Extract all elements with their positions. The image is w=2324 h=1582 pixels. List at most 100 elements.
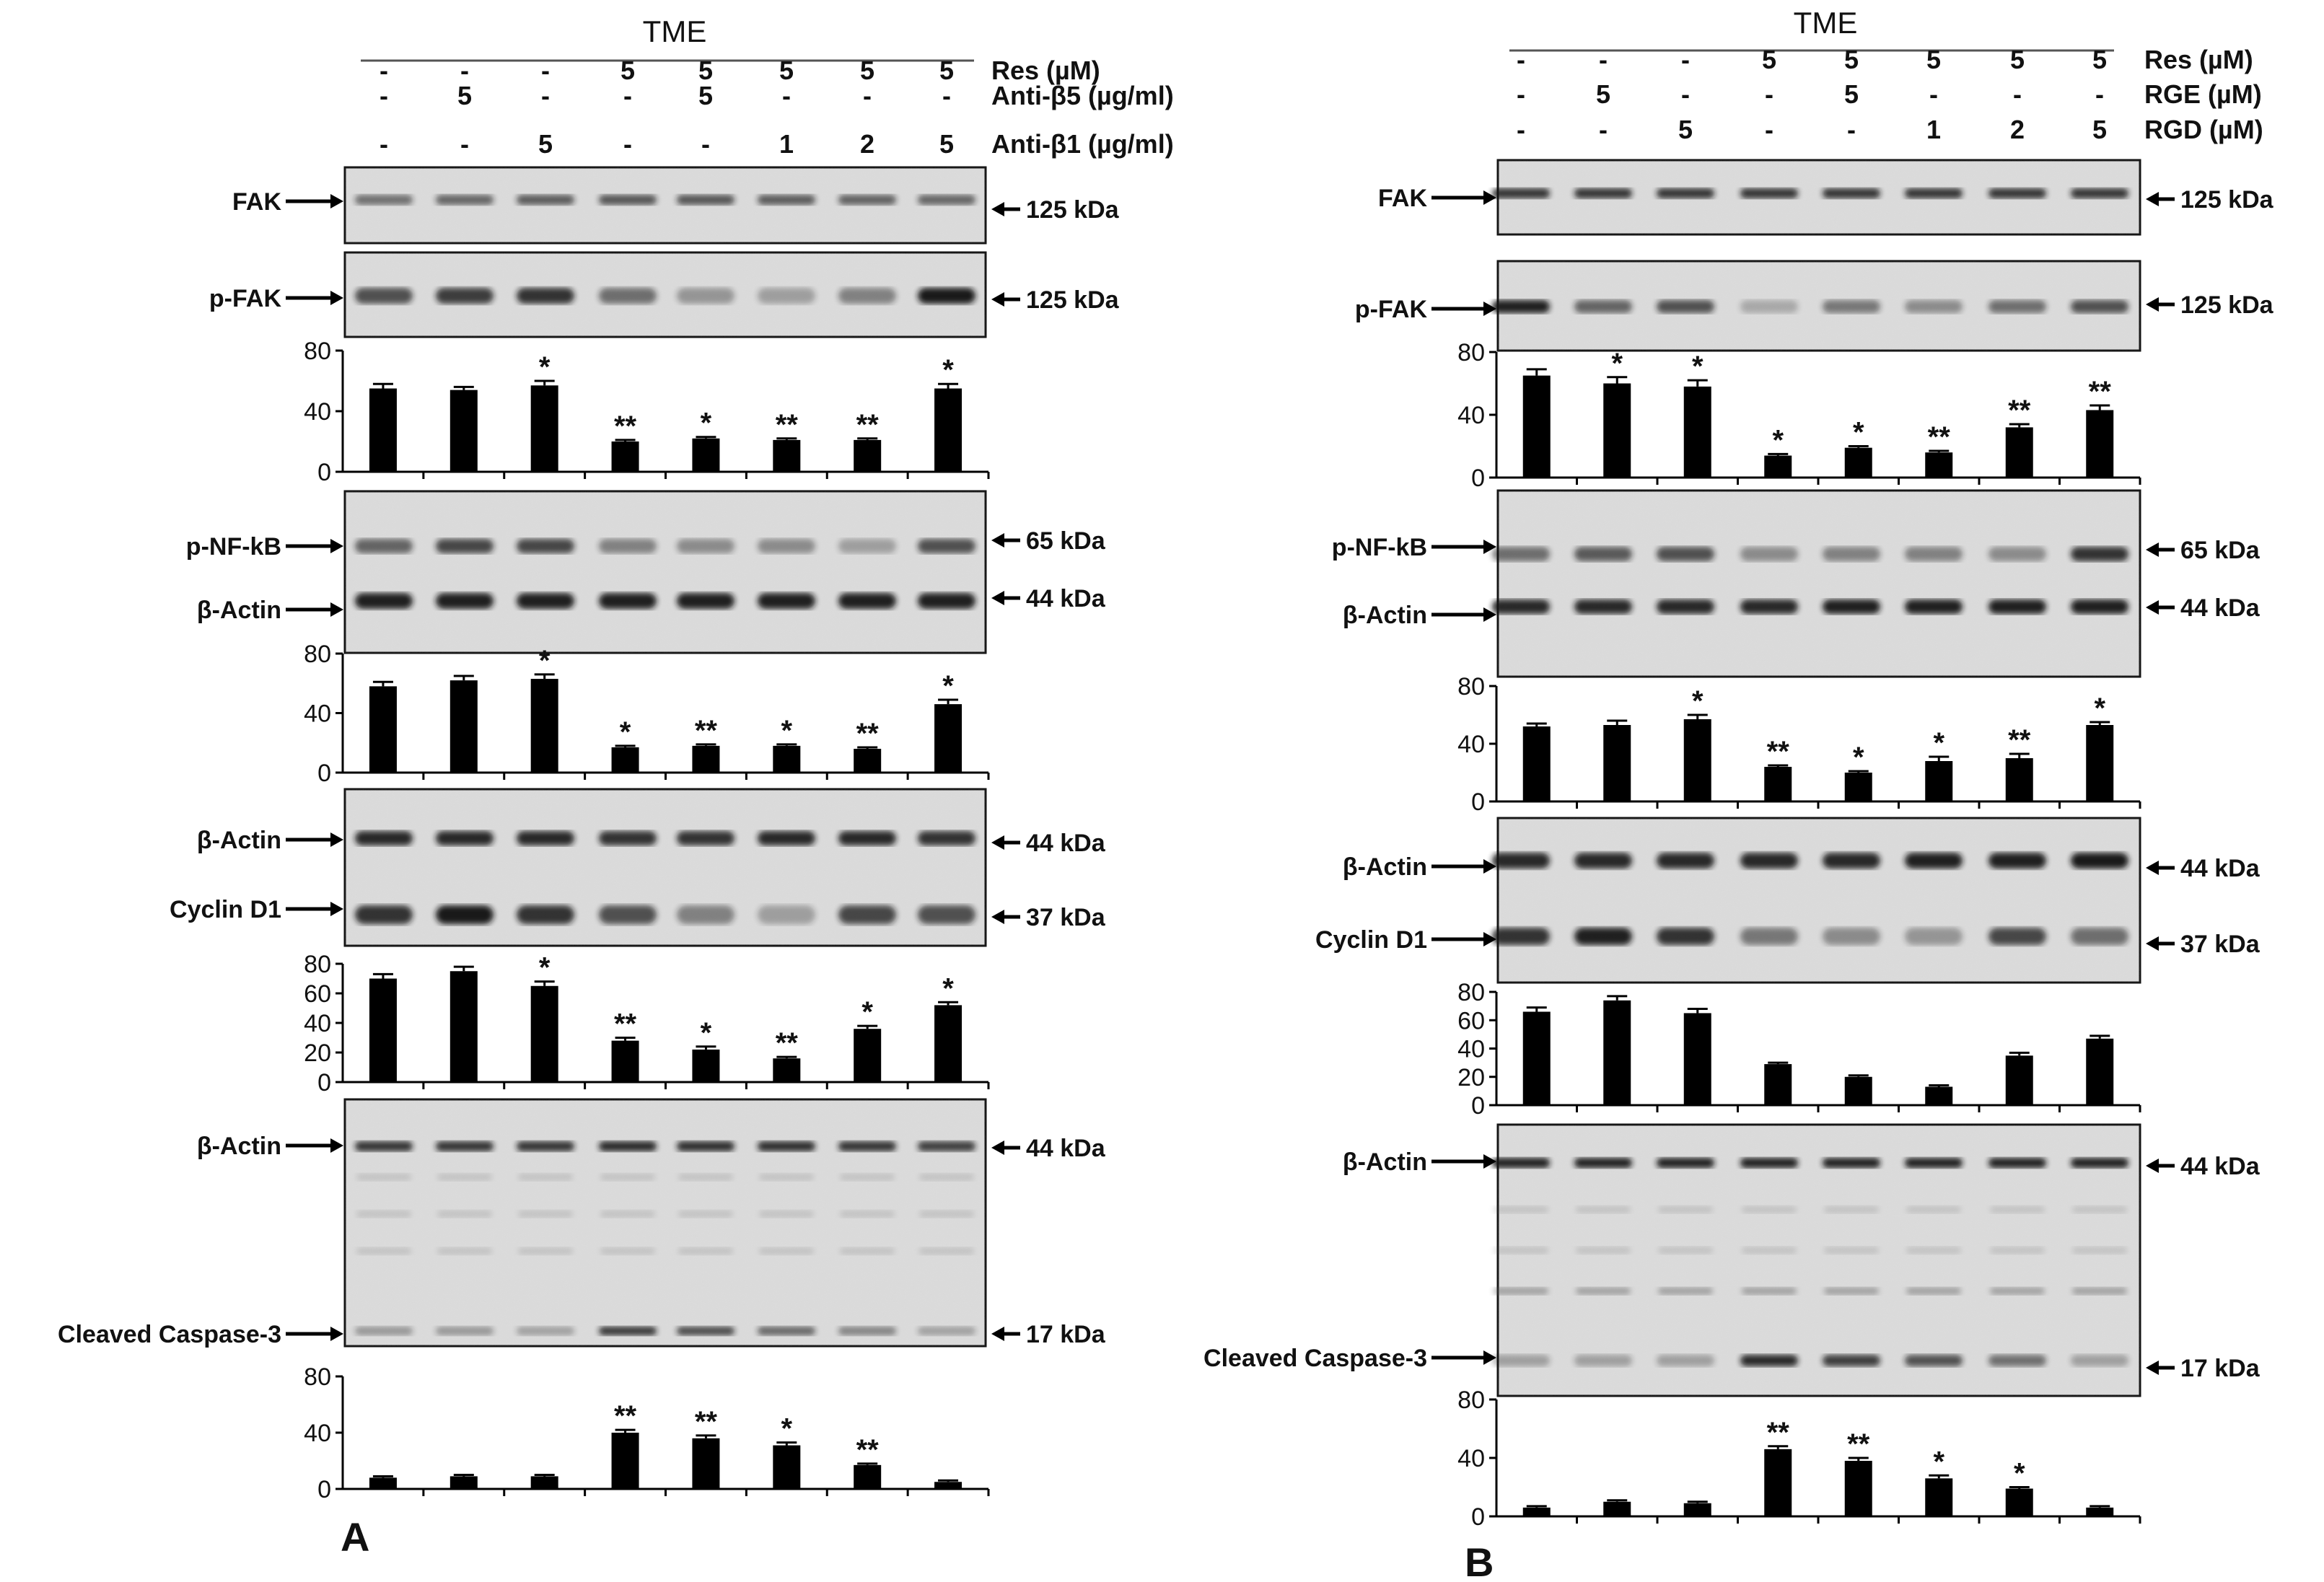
significance-star: **: [1928, 421, 1951, 453]
blot-band: [2071, 599, 2128, 614]
blot-band: [1574, 928, 1632, 945]
blot-band: [517, 905, 574, 924]
blot-minor-band: [518, 1210, 573, 1218]
condition-label: RGD (µM): [2144, 115, 2263, 144]
bar: [611, 1433, 639, 1489]
y-tick-label: 0: [317, 459, 331, 486]
bar: [530, 1476, 558, 1489]
significance-star: **: [2008, 724, 2031, 756]
blot-band: [1740, 1158, 1798, 1168]
blot-band: [599, 539, 657, 553]
blot-band: [758, 831, 815, 845]
condition-value: -: [380, 56, 388, 85]
blot-minor-band: [600, 1247, 655, 1255]
blot-band: [517, 1141, 574, 1151]
blot-label: β-Actin: [197, 597, 281, 624]
blot-label: FAK: [1378, 185, 1427, 212]
blot-minor-band: [600, 1210, 655, 1218]
kda-label: 125 kDa: [2180, 291, 2274, 319]
blot-minor-band: [437, 1173, 492, 1181]
blot-band: [355, 905, 413, 924]
panel-letter: A: [341, 1514, 369, 1560]
condition-value: -: [1517, 115, 1525, 144]
arrow-head-icon: [330, 832, 343, 847]
blot-minor-band: [1824, 1247, 1879, 1254]
significance-star: *: [2094, 693, 2105, 724]
blot-label: Cyclin D1: [1315, 926, 1427, 954]
blot-band: [436, 539, 494, 553]
blot-band: [355, 1141, 413, 1151]
kda-label: 44 kDa: [1026, 830, 1106, 857]
condition-value: 2: [860, 129, 874, 159]
blot-band: [838, 831, 896, 845]
blot-minor-band: [1494, 1247, 1548, 1254]
bar: [1844, 447, 1872, 478]
blot-band: [1905, 188, 1963, 198]
blot-minor-band: [759, 1247, 814, 1255]
y-tick-label: 0: [317, 1069, 331, 1097]
blot-minor-band: [1990, 1247, 2045, 1254]
blot-band: [355, 831, 413, 845]
blot-band: [1823, 928, 1880, 945]
blot-minor-band: [437, 1247, 492, 1255]
condition-value: -: [942, 81, 951, 110]
bar: [611, 441, 639, 472]
blot-band: [599, 831, 657, 845]
blot-label: p-NF-kB: [186, 533, 281, 561]
condition-value: -: [623, 81, 632, 110]
condition-value: 2: [2010, 115, 2025, 144]
blot-band: [918, 288, 975, 304]
blot-pfak: p-FAK 125 kDa: [1355, 260, 2274, 352]
condition-value: 5: [779, 56, 794, 85]
y-tick-label: 80: [304, 641, 331, 668]
blot-texture: [1498, 1125, 2140, 1396]
blot-band: [758, 905, 815, 924]
bar: [1925, 452, 1953, 478]
panel-header-tme: TME: [643, 14, 707, 48]
blot-band: [1988, 1355, 2046, 1366]
kda-label: 44 kDa: [2180, 855, 2261, 882]
significance-star: **: [856, 409, 880, 441]
blot-label: β-Actin: [1343, 853, 1427, 881]
arrow-head-icon: [991, 1327, 1004, 1341]
bar: [1764, 1064, 1792, 1105]
blot-label: β-Actin: [197, 827, 281, 854]
bar: [1764, 455, 1792, 478]
significance-star: **: [856, 718, 880, 750]
blot-label: p-FAK: [209, 285, 282, 312]
blot-band: [1492, 1158, 1550, 1168]
bar: [1764, 1449, 1792, 1516]
bar: [2005, 758, 2033, 801]
panel-header-tme: TME: [1794, 6, 1858, 40]
arrow-head-icon: [330, 602, 343, 617]
blot-band: [1905, 928, 1963, 945]
y-tick-label: 80: [1457, 339, 1485, 366]
blot-minor-band: [1906, 1205, 1961, 1213]
blot-band: [2071, 188, 2128, 198]
blot-caspase: β-Actin 44 kDa Cleaved Caspase-3 17 kDa: [58, 1098, 1106, 1348]
blot-minor-band: [1576, 1287, 1631, 1295]
blot-band: [838, 1327, 896, 1335]
blot-band: [1823, 599, 1880, 614]
blot-band: [1740, 599, 1798, 614]
blot-band: [599, 1327, 657, 1335]
y-tick-label: 80: [304, 1363, 331, 1391]
condition-value: 5: [698, 56, 713, 85]
blot-band: [599, 1141, 657, 1151]
condition-value: -: [1599, 45, 1608, 74]
blot-band: [1657, 547, 1714, 561]
arrow-head-icon: [991, 835, 1004, 850]
blot-band: [1905, 547, 1963, 561]
bar: [611, 1040, 639, 1082]
blot-band: [1574, 1158, 1632, 1168]
bar: [934, 704, 963, 773]
bar: [1925, 1478, 1953, 1516]
blot-minor-band: [678, 1210, 733, 1218]
blot-minor-band: [356, 1247, 411, 1255]
condition-value: 5: [1844, 45, 1859, 74]
panel-letter: B: [1465, 1539, 1494, 1582]
bar: [773, 1445, 801, 1489]
bar: [2086, 1507, 2114, 1516]
kda-label: 65 kDa: [2180, 537, 2261, 564]
blot-minor-band: [1494, 1205, 1548, 1213]
